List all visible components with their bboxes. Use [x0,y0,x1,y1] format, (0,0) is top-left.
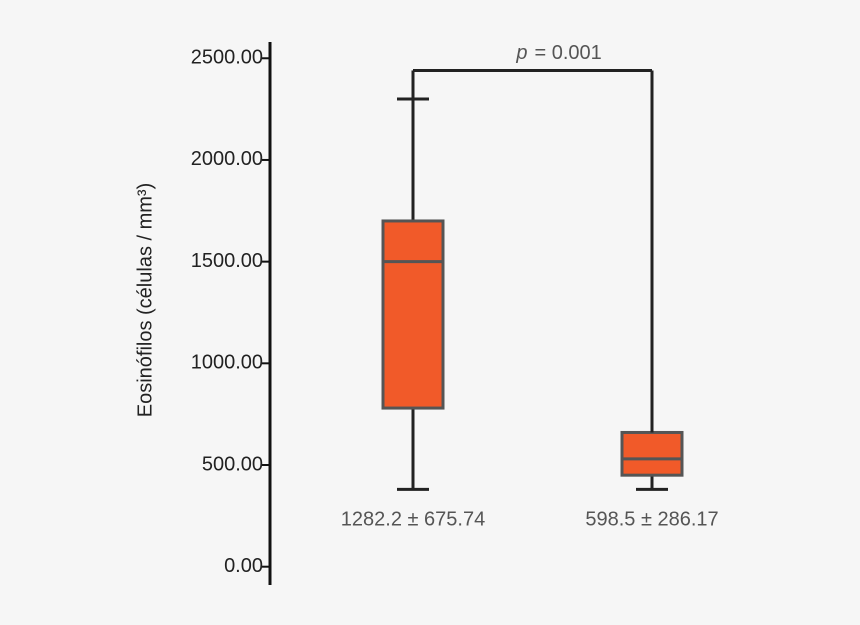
y-tick-label: 2500.00 [191,47,263,69]
y-tick-label: 1500.00 [191,250,263,272]
category-label: 598.5 ± 286.17 [585,508,718,530]
y-tick-label: 2000.00 [191,148,263,170]
y-axis-label: Eosinófilos (células / mm³) [134,183,156,418]
box [620,430,684,477]
y-tick-label: 0.00 [224,555,263,577]
annotation: = 0.001 [535,42,602,64]
y-tick-label: 1000.00 [191,352,263,374]
annotation-italic: p [515,42,527,64]
box [381,219,445,410]
category-label: 1282.2 ± 675.74 [341,508,485,530]
y-tick-label: 500.00 [202,453,263,475]
